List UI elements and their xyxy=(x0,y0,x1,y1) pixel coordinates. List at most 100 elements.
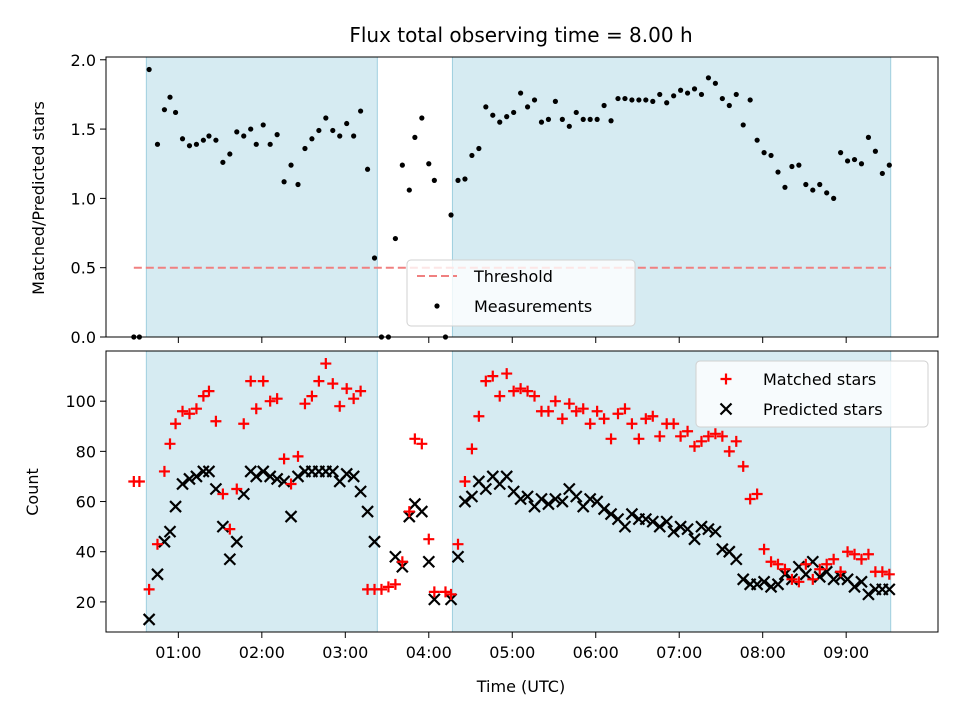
predicted-star-point xyxy=(799,568,813,581)
matched-star-point xyxy=(428,586,440,598)
bottom-legend: Matched stars Predicted stars xyxy=(695,360,929,428)
predicted-star-point xyxy=(458,495,472,508)
measurement-point xyxy=(566,123,572,129)
legend-threshold-label: Threshold xyxy=(473,267,553,286)
predicted-star-point xyxy=(176,477,189,491)
predicted-star-point xyxy=(556,495,569,508)
predicted-star-point xyxy=(569,490,583,503)
matched-star-point xyxy=(501,368,513,380)
measurement-point xyxy=(172,109,179,116)
predicted-star-point xyxy=(354,485,367,498)
matched-star-point xyxy=(702,430,714,442)
x-tick-label: 01:00 xyxy=(155,643,201,662)
measurement-point xyxy=(650,98,656,104)
measurement-point xyxy=(179,136,186,142)
measurement-point xyxy=(803,181,809,188)
matched-star-point xyxy=(264,395,276,407)
matched-star-point xyxy=(375,583,387,595)
measurement-point xyxy=(455,177,461,183)
x-tick-label: 07:00 xyxy=(656,643,702,662)
measurement-point xyxy=(371,255,378,261)
measurement-point xyxy=(281,179,287,185)
predicted-star-point xyxy=(465,490,479,503)
predicted-star-point xyxy=(169,500,182,513)
measurement-point xyxy=(330,127,336,134)
matched-star-point xyxy=(439,586,451,598)
matched-star-point xyxy=(563,398,575,410)
measurement-point xyxy=(518,90,524,96)
measurement-point xyxy=(358,108,364,114)
predicted-star-point xyxy=(326,465,340,478)
matched-star-point xyxy=(709,428,721,440)
predicted-star-point xyxy=(249,470,263,483)
matched-star-point xyxy=(682,425,694,437)
matched-star-point xyxy=(445,588,457,600)
matched-star-point xyxy=(217,488,229,500)
measurement-point xyxy=(302,145,308,152)
top-y-axis-label: Matched/Predicted stars xyxy=(29,101,48,295)
measurement-point xyxy=(146,66,152,73)
matched-star-point xyxy=(466,443,478,455)
y-tick-label: 40 xyxy=(76,543,96,562)
measurement-point xyxy=(705,75,712,81)
legend-measurements-label: Measurements xyxy=(474,297,592,316)
measurement-point xyxy=(161,107,168,113)
predicted-star-point xyxy=(583,492,597,506)
predicted-star-point xyxy=(618,520,632,533)
predicted-star-point xyxy=(750,578,764,591)
x-tick-label: 08:00 xyxy=(740,643,786,662)
bottom-y-axis-label: Count xyxy=(23,468,42,516)
measurement-point xyxy=(476,145,482,152)
predicted-star-point xyxy=(646,515,660,528)
measurement-point xyxy=(775,169,781,175)
predicted-star-point xyxy=(883,583,896,596)
measurement-point xyxy=(657,91,663,98)
measurement-point xyxy=(608,118,614,124)
legend-predicted-label: Predicted stars xyxy=(763,400,883,419)
predicted-star-point xyxy=(806,555,820,569)
matched-star-point xyxy=(862,548,874,560)
measurement-point xyxy=(288,162,294,168)
matched-star-point xyxy=(203,385,215,397)
matched-star-point xyxy=(271,393,283,405)
predicted-star-point xyxy=(256,465,270,478)
measurement-point xyxy=(406,187,412,193)
predicted-star-point xyxy=(674,520,687,533)
matched-star-point xyxy=(605,433,617,445)
predicted-star-point xyxy=(216,520,230,533)
predicted-star-point xyxy=(361,505,374,518)
matched-star-point xyxy=(299,398,311,410)
matched-star-point xyxy=(158,465,170,477)
measurement-point xyxy=(136,334,142,340)
measurement-point xyxy=(636,97,642,103)
measurement-point xyxy=(253,141,259,147)
predicted-star-point xyxy=(660,515,673,528)
predicted-star-point xyxy=(757,575,771,589)
matched-star-point xyxy=(842,546,854,558)
matched-star-point xyxy=(143,583,155,595)
matched-star-point xyxy=(452,538,464,550)
predicted-star-point xyxy=(270,472,284,486)
measurement-point xyxy=(698,91,705,98)
measurement-point xyxy=(782,184,788,190)
measurement-point xyxy=(323,115,329,121)
matched-star-point xyxy=(459,475,471,487)
predicted-star-point xyxy=(202,465,216,478)
matched-star-point xyxy=(654,430,666,442)
predicted-star-point xyxy=(422,555,436,569)
measurement-point xyxy=(886,162,892,168)
matched-star-point xyxy=(849,548,861,560)
matched-star-point xyxy=(612,408,624,420)
measurement-point xyxy=(684,90,691,96)
matched-star-point xyxy=(876,566,888,578)
predicted-star-point xyxy=(736,573,750,586)
matched-star-point xyxy=(716,430,728,442)
top-legend: Threshold Measurements xyxy=(406,259,636,327)
matched-star-point xyxy=(723,445,735,457)
y-tick-label: 20 xyxy=(76,593,96,612)
matched-star-point xyxy=(250,403,262,415)
matched-star-point xyxy=(626,418,638,430)
matched-star-point xyxy=(177,405,189,417)
measurement-point xyxy=(615,95,621,102)
x-tick-label: 05:00 xyxy=(489,643,535,662)
